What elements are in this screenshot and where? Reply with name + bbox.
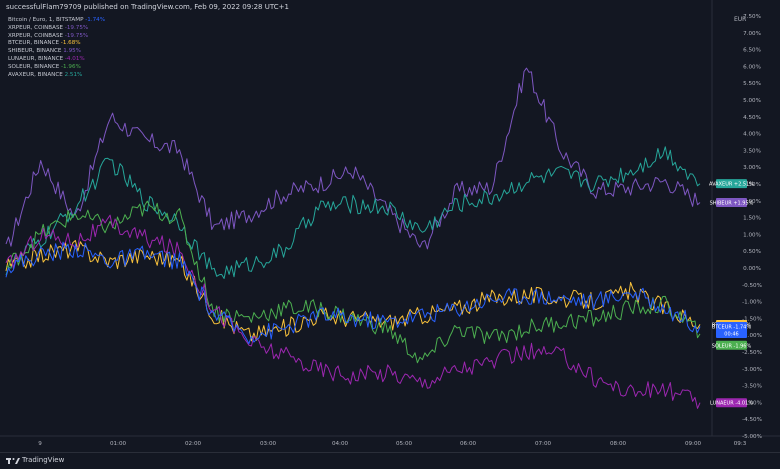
- y-tick-label: -5.00%: [742, 434, 762, 440]
- legend-change: -1.68%: [59, 40, 81, 47]
- legend-change: -1.74%: [83, 17, 106, 23]
- legend: Bitcoin / Euro, 1, BITSTAMP -1.74% XRPEUR…: [8, 17, 105, 79]
- price-tag-label: 00:46: [724, 332, 738, 338]
- legend-symbol: SOLEUR, BINANCE: [8, 63, 60, 70]
- y-tick-label: 0.50%: [743, 249, 761, 255]
- legend-change: -19.75%: [63, 24, 89, 31]
- price-tag-label: LUNAEUR -4.01%: [710, 401, 753, 407]
- legend-change: -19.75%: [63, 32, 89, 39]
- price-tag: [716, 329, 747, 339]
- price-tag: [716, 398, 747, 408]
- price-tag-label: BTCEUR -1.74%: [712, 324, 752, 330]
- x-tick-label: 06:00: [460, 441, 477, 447]
- y-tick-label: 4.00%: [743, 132, 761, 138]
- x-tick-label: 09:3: [734, 441, 747, 447]
- series-line-btceur: [5, 241, 701, 345]
- legend-change: -1.96%: [59, 63, 81, 70]
- price-tag: [716, 321, 747, 331]
- legend-symbol: AVAXEUR, BINANCE: [8, 71, 63, 78]
- y-tick-label: 5.50%: [743, 81, 761, 87]
- legend-symbol: BTCEUR, BINANCE: [8, 40, 60, 47]
- legend-item[interactable]: LUNAEUR, BINANCE -4.01%: [8, 56, 105, 64]
- y-tick-label: -3.50%: [742, 384, 762, 390]
- legend-symbol: LUNAEUR, BINANCE: [8, 55, 64, 62]
- y-tick-label: -2.00%: [742, 333, 762, 339]
- series-line-avaxeur: [5, 146, 701, 279]
- legend-symbol: Bitcoin / Euro, 1, BITSTAMP: [8, 17, 84, 23]
- legend-symbol: SHIBEUR, BINANCE: [8, 48, 62, 55]
- legend-item[interactable]: AVAXEUR, BINANCE 2.51%: [8, 72, 105, 80]
- price-tag-label: SOLEUR -1.96%: [712, 343, 752, 349]
- y-tick-label: -4.00%: [742, 400, 762, 406]
- price-tag-label: SHIBEUR +1.95%: [710, 200, 754, 206]
- y-tick-label: 7.00%: [743, 31, 761, 37]
- legend-item[interactable]: SOLEUR, BINANCE -1.96%: [8, 64, 105, 72]
- series-line-shibeur: [5, 67, 701, 250]
- x-tick-label: 09:00: [685, 441, 702, 447]
- price-tag: [716, 179, 747, 189]
- y-tick-label: -0.50%: [742, 283, 762, 289]
- price-tag-label: AVAXEUR +2.51%: [709, 182, 754, 188]
- y-tick-label: 1.00%: [743, 232, 761, 238]
- y-tick-label: 6.50%: [743, 48, 761, 54]
- x-tick-label: 03:00: [260, 441, 277, 447]
- price-tag: [716, 340, 747, 350]
- series-line-soleur: [5, 200, 701, 364]
- legend-item[interactable]: XRPEUR, COINBASE -19.75%: [8, 25, 105, 33]
- y-tick-label: 5.00%: [743, 98, 761, 104]
- y-tick-label: 7.50%: [743, 14, 761, 20]
- legend-symbol: XRPEUR, COINBASE: [8, 24, 64, 31]
- y-tick-label: 4.50%: [743, 115, 761, 121]
- x-tick-label: 08:00: [610, 441, 627, 447]
- x-tick-label: 9: [38, 441, 42, 447]
- legend-item[interactable]: BTCEUR, BINANCE -1.68%: [8, 40, 105, 48]
- y-tick-label: -1.00%: [742, 300, 762, 306]
- price-chart[interactable]: 7.50% 7.00% 6.50% 6.00% 5.50% 5.00% 4.50% 4.00%…: [0, 0, 780, 452]
- x-tick-label: 04:00: [332, 441, 349, 447]
- currency-label: EUR: [734, 16, 747, 23]
- y-tick-label: -4.50%: [742, 417, 762, 423]
- footer: TradingView: [0, 452, 780, 469]
- y-tick-label: 3.50%: [743, 148, 761, 154]
- legend-symbol: XRPEUR, COINBASE: [8, 32, 64, 39]
- y-tick-label: 6.00%: [743, 64, 761, 70]
- legend-change: -4.01%: [63, 55, 85, 62]
- y-tick-label: -2.50%: [742, 350, 762, 356]
- y-tick-label: -1.50%: [742, 316, 762, 322]
- published-header: successfulFlam79709 published on Trading…: [6, 3, 289, 11]
- legend-item[interactable]: SHIBEUR, BINANCE 1.95%: [8, 48, 105, 56]
- brand-name[interactable]: TradingView: [22, 456, 65, 464]
- y-tick-label: 3.00%: [743, 165, 761, 171]
- price-tag: [716, 197, 747, 207]
- series-line-lunaeur: [5, 214, 701, 409]
- legend-change: 1.95%: [61, 48, 82, 55]
- y-tick-label: 2.50%: [743, 182, 761, 188]
- y-tick-label: 1.50%: [743, 216, 761, 222]
- x-tick-label: 02:00: [185, 441, 202, 447]
- tradingview-logo-icon[interactable]: [6, 457, 20, 465]
- legend-change: 2.51%: [62, 71, 83, 78]
- y-tick-label: 2.00%: [743, 199, 761, 205]
- y-tick-label: -3.00%: [742, 367, 762, 373]
- legend-item[interactable]: XRPEUR, COINBASE -19.75%: [8, 33, 105, 41]
- x-tick-label: 01:00: [110, 441, 127, 447]
- legend-item[interactable]: Bitcoin / Euro, 1, BITSTAMP -1.74%: [8, 17, 105, 25]
- x-tick-label: 05:00: [396, 441, 413, 447]
- series-line-btceur: [5, 240, 701, 342]
- y-tick-label: 0.00%: [743, 266, 761, 272]
- x-tick-label: 07:00: [535, 441, 552, 447]
